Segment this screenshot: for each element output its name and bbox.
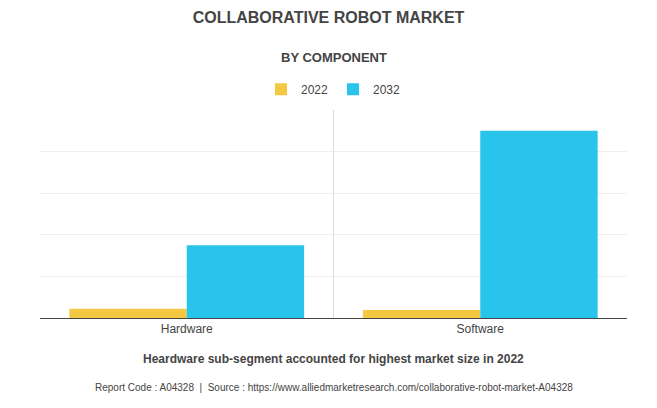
svg-text:Report Code : A04328 | Sourc: Report Code : A04328 | Source : https://…	[95, 382, 573, 393]
svg-text:2022: 2022	[301, 83, 328, 97]
svg-text:Heardware sub-segment accounte: Heardware sub-segment accounted for high…	[143, 352, 524, 366]
svg-text:Software: Software	[457, 322, 505, 336]
svg-text:COLLABORATIVE ROBOT MARKET: COLLABORATIVE ROBOT MARKET	[193, 9, 465, 26]
svg-text:2032: 2032	[373, 83, 400, 97]
svg-text:BY COMPONENT: BY COMPONENT	[281, 50, 387, 65]
svg-text:Hardware: Hardware	[161, 322, 213, 336]
